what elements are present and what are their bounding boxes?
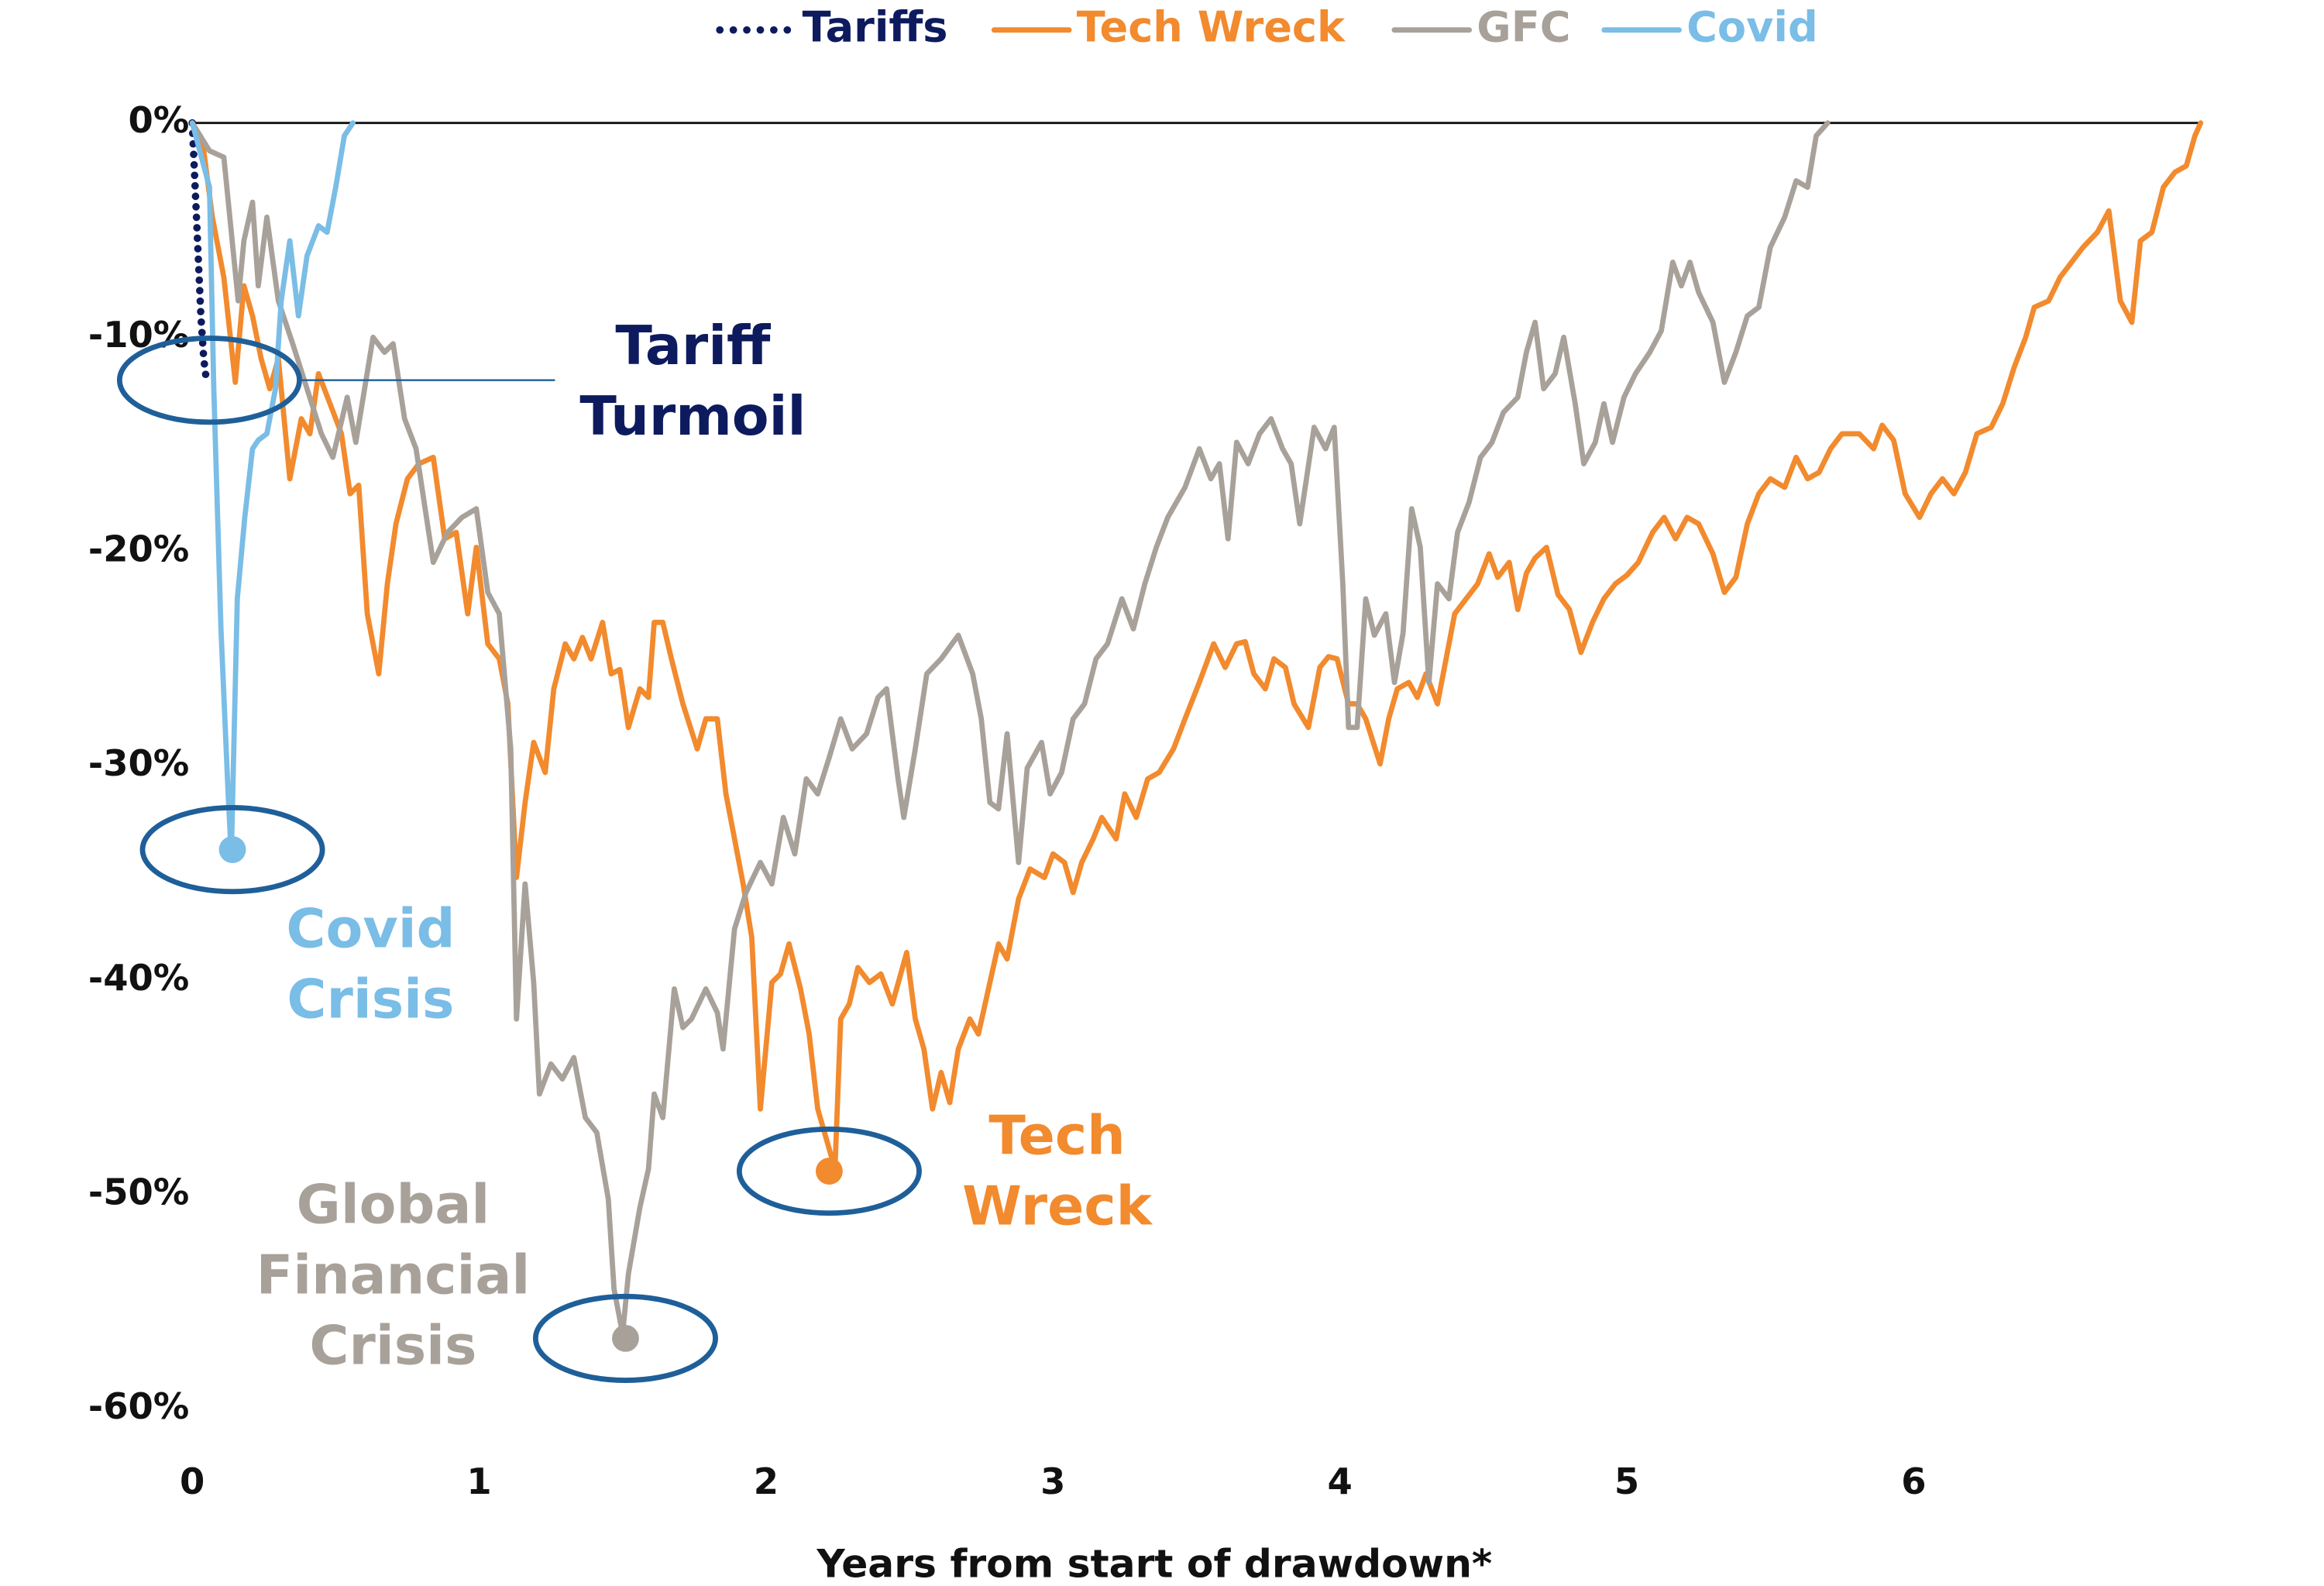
annotation-label: Turmoil: [579, 385, 806, 448]
annotation-label: Financial: [256, 1244, 531, 1306]
x-tick-label: 1: [466, 1460, 491, 1502]
y-tick-label: -20%: [88, 528, 189, 570]
y-tick-label: -10%: [88, 314, 189, 356]
series-line: [189, 120, 2204, 1172]
legend-label: Tariffs: [803, 2, 948, 51]
annotation-label: Tech: [988, 1104, 1125, 1167]
series-line: [188, 119, 211, 387]
series-line: [189, 120, 356, 859]
legend-label: Tech Wreck: [1077, 2, 1346, 51]
trough-marker: [218, 836, 246, 863]
annotation-label: Crisis: [287, 968, 454, 1030]
legend-label: Covid: [1686, 2, 1818, 51]
trough-marker: [816, 1158, 843, 1185]
x-tick-label: 0: [180, 1460, 205, 1502]
y-tick-label: -60%: [88, 1385, 189, 1427]
annotation-label: Crisis: [309, 1314, 476, 1377]
highlight-ellipse: [139, 805, 325, 895]
trough-marker: [612, 1324, 639, 1352]
annotation-label: Tariff: [615, 315, 772, 377]
x-tick-label: 4: [1328, 1460, 1353, 1502]
highlight-ellipse: [532, 1293, 718, 1383]
x-tick-label: 2: [754, 1460, 779, 1502]
annotation-label: Covid: [286, 897, 455, 960]
x-axis-title: Years from start of drawdown*: [816, 1540, 1492, 1586]
y-tick-label: -30%: [88, 742, 189, 784]
y-tick-label: 0%: [128, 99, 189, 141]
series-line: [189, 120, 1831, 1337]
x-tick-label: 5: [1614, 1460, 1639, 1502]
y-tick-label: -50%: [88, 1171, 189, 1213]
highlight-ellipse: [736, 1127, 922, 1216]
annotation-label: Global: [297, 1173, 490, 1236]
x-tick-label: 3: [1040, 1460, 1065, 1502]
x-tick-label: 6: [1901, 1460, 1926, 1502]
annotation-label: Wreck: [962, 1175, 1153, 1237]
legend-label: GFC: [1477, 2, 1570, 51]
y-tick-label: -40%: [88, 957, 189, 999]
